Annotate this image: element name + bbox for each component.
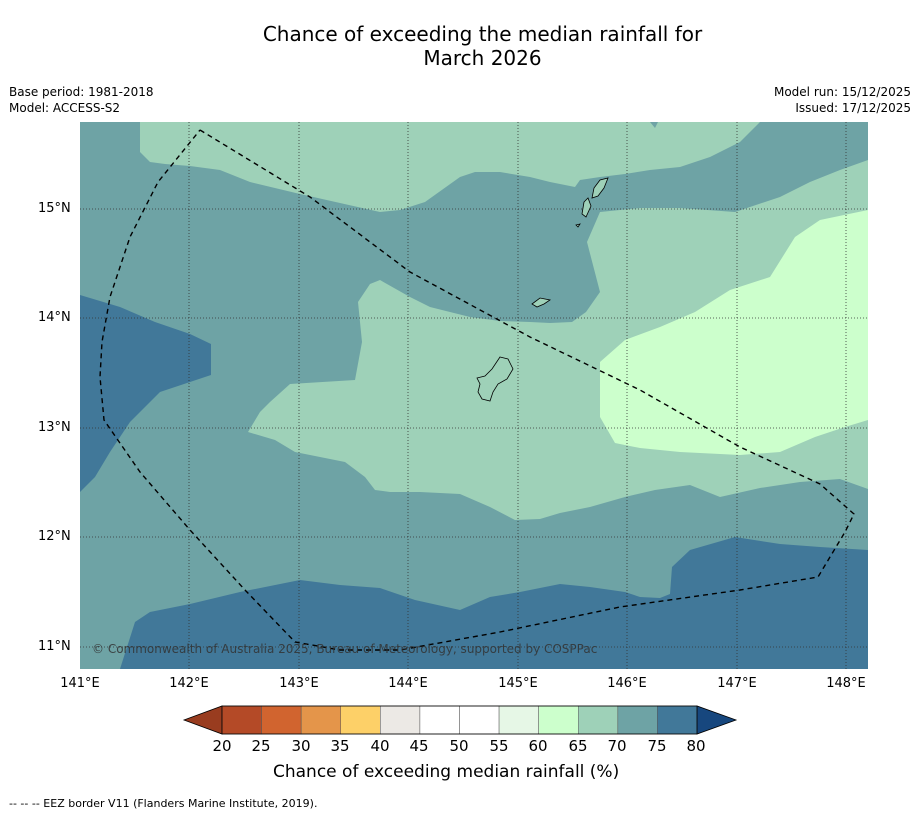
lon-label-144e: 144°E	[388, 676, 428, 691]
meta-right: Model run: 15/12/2025 Issued: 17/12/2025	[774, 84, 911, 116]
aguijan-islet	[575, 223, 581, 228]
colorbar-cell-20	[221, 705, 262, 735]
base-period: Base period: 1981-2018	[9, 85, 154, 99]
colorbar-cell-75	[657, 705, 698, 735]
field-grey-speck	[650, 122, 658, 128]
field-75-80-south	[80, 537, 868, 669]
lon-label-145e: 145°E	[498, 676, 538, 691]
colorbar-under-arrow	[182, 705, 223, 735]
field-75-80-west	[80, 295, 211, 492]
copyright-notice: © Commonwealth of Australia 2025, Bureau…	[92, 642, 597, 656]
lat-label-14n: 14°N	[38, 310, 71, 325]
colorbar-label-80: 80	[686, 737, 706, 755]
colorbar-cell-35	[340, 705, 381, 735]
colorbar-label-45: 45	[409, 737, 429, 755]
colorbar-cell-50	[459, 705, 500, 735]
colorbar-label-75: 75	[647, 737, 667, 755]
meta-left: Base period: 1981-2018 Model: ACCESS-S2	[9, 84, 154, 116]
colorbar-label-70: 70	[607, 737, 627, 755]
lat-label-13n: 13°N	[38, 420, 71, 435]
map: © Commonwealth of Australia 2025, Bureau…	[80, 122, 868, 669]
colorbar-cell-25	[261, 705, 302, 735]
colorbar-label-55: 55	[489, 737, 509, 755]
lon-label-148e: 148°E	[826, 676, 866, 691]
saipan-island	[591, 177, 609, 199]
colorbar-cell-45	[419, 705, 460, 735]
lon-label-143e: 143°E	[279, 676, 319, 691]
lon-label-147e: 147°E	[717, 676, 757, 691]
colorbar-label-65: 65	[568, 737, 588, 755]
colorbar-label-30: 30	[291, 737, 311, 755]
lon-label-142e: 142°E	[169, 676, 209, 691]
eez-border	[99, 129, 855, 651]
model-run: Model run: 15/12/2025	[773, 85, 911, 99]
lat-label-11n: 11°N	[38, 639, 71, 654]
colorbar-cell-70	[617, 705, 658, 735]
issued-date: Issued: 17/12/2025	[795, 101, 911, 115]
guam-island	[476, 356, 514, 402]
colorbar-cell-40	[380, 705, 421, 735]
colorbar-cell-65	[578, 705, 619, 735]
colorbar-label-60: 60	[528, 737, 548, 755]
lon-label-141e: 141°E	[60, 676, 100, 691]
colorbar-cell-55	[498, 705, 539, 735]
colorbar-label-35: 35	[330, 737, 350, 755]
colorbar-label-50: 50	[449, 737, 469, 755]
colorbar-label-40: 40	[370, 737, 390, 755]
field-60-65	[600, 210, 868, 455]
colorbar-label-20: 20	[212, 737, 232, 755]
title-line-1: Chance of exceeding the median rainfall …	[262, 22, 703, 46]
colorbar-cell-60	[538, 705, 579, 735]
legend-note: -- -- -- EEZ border V11 (Flanders Marine…	[9, 797, 318, 810]
tinian-island	[581, 197, 592, 218]
chart-title: Chance of exceeding the median rainfall …	[0, 22, 919, 70]
lat-label-15n: 15°N	[38, 201, 71, 216]
lat-label-12n: 12°N	[38, 529, 71, 544]
lon-label-146e: 146°E	[607, 676, 647, 691]
graticule	[80, 122, 868, 669]
colorbar	[182, 705, 738, 735]
rota-island	[531, 297, 552, 308]
colorbar-cell-30	[300, 705, 341, 735]
islands	[476, 177, 609, 402]
colorbar-title: Chance of exceeding median rainfall (%)	[273, 762, 620, 782]
colorbar-label-25: 25	[251, 737, 271, 755]
title-line-2: March 2026	[423, 46, 542, 70]
field-65-70-north	[140, 122, 760, 212]
colorbar-over-arrow	[696, 705, 738, 735]
model-name: Model: ACCESS-S2	[9, 101, 121, 115]
